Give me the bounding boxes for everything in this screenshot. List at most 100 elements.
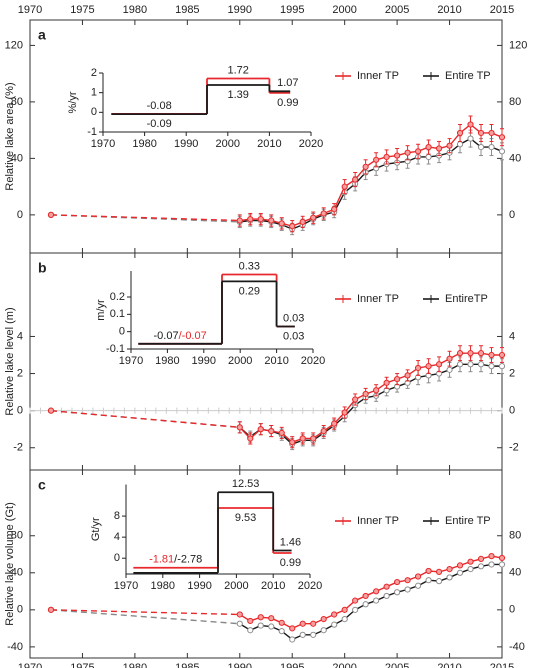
marker <box>446 366 453 373</box>
inset-y-label: m/yr <box>95 299 107 321</box>
y-tick-label: 120 <box>5 39 23 51</box>
y-tick-label: 0 <box>17 209 23 221</box>
inset-y-tick-label: -0.1 <box>106 343 125 355</box>
inset-y-tick-label: 1 <box>91 87 97 99</box>
marker <box>299 218 306 226</box>
y-tick-label: 4 <box>509 330 515 342</box>
marker <box>467 565 474 573</box>
marker <box>257 622 264 629</box>
inset-x-tick-label: 1990 <box>187 580 211 592</box>
marker <box>414 148 422 155</box>
marker <box>268 623 275 630</box>
inset-x-tick-label: 1980 <box>132 138 156 150</box>
step-value-label: 1.46 <box>280 536 301 548</box>
legend-label: EntireTP <box>445 293 488 305</box>
inset-x-tick-label: 2020 <box>299 138 323 150</box>
y-tick-label: 80 <box>11 530 23 542</box>
legend-label: Inner TP <box>357 293 399 305</box>
marker <box>394 376 401 383</box>
marker <box>498 351 506 359</box>
inset-x-tick-label: 2000 <box>216 138 240 150</box>
marker <box>289 223 296 230</box>
marker <box>414 573 422 580</box>
inset-y-tick-label: 8 <box>114 510 120 522</box>
y-tick-label: 120 <box>509 39 527 51</box>
marker <box>383 592 390 600</box>
y-tick-label: -2 <box>13 442 23 454</box>
marker <box>352 396 359 403</box>
inset-x-tick-label: 1970 <box>91 138 115 150</box>
marker <box>488 351 495 359</box>
x-tick-label: 2005 <box>385 662 409 668</box>
y-axis-label: Relative lake level (m) <box>4 307 16 415</box>
marker <box>414 582 422 589</box>
marker <box>446 574 453 581</box>
inset-x-tick-label: 2010 <box>264 355 288 367</box>
legend-label: Inner TP <box>357 70 399 82</box>
marker <box>435 145 443 152</box>
marker <box>435 361 443 368</box>
step-value-label: 9.53 <box>235 512 256 524</box>
inset-y-tick-label: 0 <box>119 326 125 338</box>
legend-label: Entire TP <box>445 515 491 527</box>
x-tick-label: 1990 <box>228 662 252 668</box>
marker <box>352 597 359 604</box>
value-label: -1.81 <box>149 554 174 566</box>
marker <box>278 429 285 437</box>
marker <box>247 216 254 223</box>
marker <box>299 631 306 638</box>
inset-y-label: Gt/yr <box>90 517 102 541</box>
marker <box>310 620 317 627</box>
marker <box>236 217 243 224</box>
marker <box>456 129 464 137</box>
marker <box>467 121 474 128</box>
step-value-label: 12.53 <box>232 478 260 490</box>
marker <box>456 141 464 148</box>
y-tick-label: -40 <box>509 641 525 653</box>
marker <box>498 148 506 155</box>
trend-line <box>239 137 503 230</box>
value-label: -2.78 <box>177 554 202 566</box>
marker <box>488 143 495 151</box>
plot-frame <box>29 19 503 254</box>
marker <box>47 606 55 613</box>
marker <box>467 135 474 142</box>
marker <box>404 149 411 156</box>
marker <box>435 578 443 585</box>
x-tick-label: 2015 <box>490 4 514 16</box>
marker <box>289 636 296 643</box>
marker <box>477 350 485 357</box>
separator: / <box>174 554 178 566</box>
inset-y-tick-label: -1 <box>87 126 97 138</box>
y-tick-label: 2 <box>509 367 515 379</box>
inset-y-tick-label: 0.1 <box>110 308 125 320</box>
marker <box>331 621 338 628</box>
marker <box>435 568 443 575</box>
inset-x-tick-label: 1990 <box>174 138 198 150</box>
separator: / <box>179 330 183 342</box>
trend-line-dashed <box>50 409 240 429</box>
marker <box>331 420 338 427</box>
marker <box>362 163 369 170</box>
marker <box>236 611 243 618</box>
x-tick-label: 1975 <box>70 4 94 16</box>
step-value-label: 1.72 <box>227 64 248 76</box>
marker <box>498 134 506 141</box>
y-tick-label: 0 <box>17 604 23 616</box>
panel-label: b <box>38 260 47 276</box>
marker <box>310 631 317 638</box>
marker <box>425 363 432 370</box>
marker <box>268 217 275 224</box>
x-tick-label: 2010 <box>437 4 461 16</box>
value-label: -0.07 <box>154 330 179 342</box>
marker <box>488 363 495 370</box>
trend-line-dashed <box>50 609 240 616</box>
marker <box>47 211 55 218</box>
marker <box>257 216 264 223</box>
y-tick-label: 40 <box>509 567 521 579</box>
marker <box>47 407 55 414</box>
step-value-label: 0.29 <box>239 285 260 297</box>
inset-y-tick-label: 0 <box>114 552 120 564</box>
marker <box>383 153 390 161</box>
